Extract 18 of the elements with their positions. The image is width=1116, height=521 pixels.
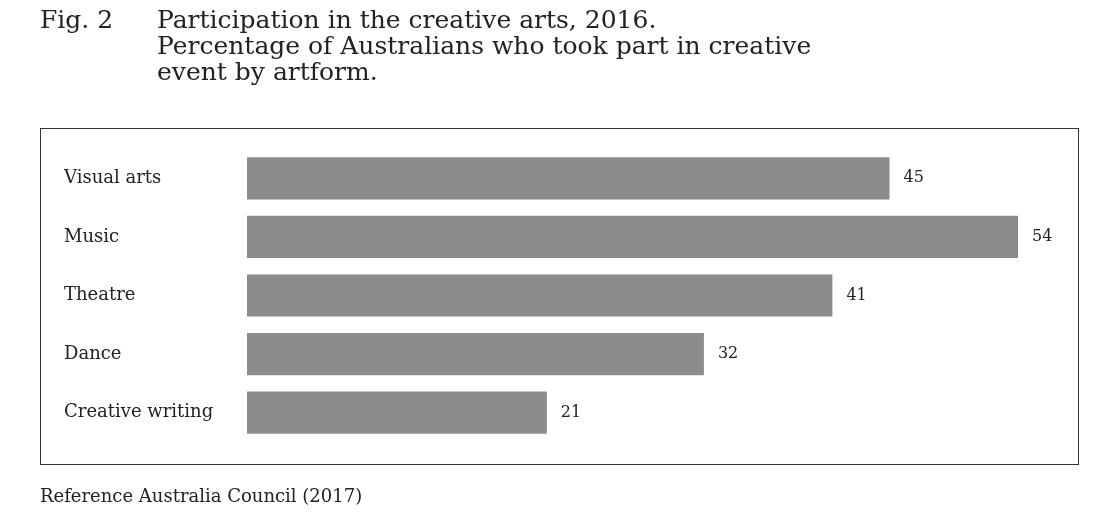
- y-tick-label: Theatre: [64, 283, 136, 305]
- bar: [247, 157, 890, 200]
- data-label: 41: [846, 284, 867, 304]
- bar: [247, 391, 547, 434]
- y-tick-label: Music: [64, 224, 120, 246]
- data-label: 54: [1032, 226, 1053, 246]
- bar: [247, 215, 1018, 258]
- y-tick-label: Dance: [64, 341, 122, 363]
- y-tick-label: Visual arts: [63, 165, 162, 187]
- caption: Fig. 2: [40, 5, 114, 34]
- data-label: 32: [717, 343, 739, 363]
- bar: [247, 333, 704, 376]
- y-tick-label: Creative writing: [64, 400, 214, 422]
- data-label: 21: [560, 401, 582, 421]
- text: Reference Australia Council (2017): [40, 485, 363, 507]
- chart-title: Participation in the creative arts, 2016.: [157, 5, 658, 34]
- data-label: 45: [903, 167, 924, 187]
- bar: [247, 274, 833, 317]
